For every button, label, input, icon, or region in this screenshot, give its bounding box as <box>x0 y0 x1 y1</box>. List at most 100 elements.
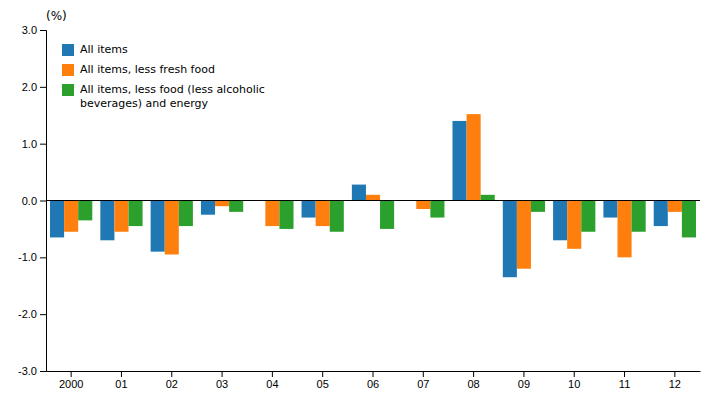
tick: -1.0 <box>18 251 46 263</box>
tick-label: -1.0 <box>18 251 37 263</box>
bar <box>78 201 92 221</box>
legend: All items All items, less fresh food All i… <box>54 36 273 120</box>
zero-line <box>46 200 700 201</box>
tick-label: 2000 <box>59 378 83 390</box>
axis-line <box>40 31 47 372</box>
tick-label: 08 <box>467 378 479 390</box>
tick-label: 09 <box>518 378 530 390</box>
bar-series <box>50 121 668 277</box>
tick-label: 04 <box>266 378 278 390</box>
tick-mark <box>272 371 273 377</box>
legend-swatch <box>62 44 74 56</box>
tick: 04 <box>266 371 278 390</box>
tick-mark <box>40 371 46 372</box>
bar <box>567 201 581 249</box>
bar <box>151 201 165 252</box>
tick-label: 1.0 <box>22 138 37 150</box>
bar <box>682 201 696 238</box>
bar <box>481 195 495 201</box>
bar <box>531 201 545 212</box>
bar <box>517 201 531 269</box>
plot: -3.0 -2.0 -1.0 0.0 1.0 2.0 3.0 2000 01 02 03 04 05 06… <box>18 24 700 390</box>
y-axis: -3.0 -2.0 -1.0 0.0 1.0 2.0 3.0 <box>18 24 46 377</box>
tick-mark <box>523 371 524 377</box>
tick-label: 11 <box>619 378 630 390</box>
tick: 11 <box>619 371 630 390</box>
bar <box>302 201 316 218</box>
tick-mark <box>40 144 46 145</box>
tick-mark <box>574 371 575 377</box>
bar <box>553 201 567 241</box>
tick-mark <box>40 314 46 315</box>
tick-mark <box>40 201 46 202</box>
tick-mark <box>473 371 474 377</box>
tick: 03 <box>216 371 228 390</box>
bar <box>229 201 243 212</box>
bar <box>352 185 366 201</box>
tick: 09 <box>518 371 530 390</box>
tick: 05 <box>317 371 329 390</box>
tick-label: 0.0 <box>22 195 37 207</box>
bar-series <box>64 114 682 269</box>
bar <box>330 201 344 232</box>
tick-mark <box>71 371 72 377</box>
bar <box>467 114 481 200</box>
tick-mark <box>674 371 675 377</box>
tick-label: -3.0 <box>18 365 37 377</box>
legend-label: All items, less food (less alcoholicbeve… <box>80 83 265 110</box>
tick: -3.0 <box>18 365 46 377</box>
tick: -2.0 <box>18 308 46 320</box>
tick: 1.0 <box>22 138 46 150</box>
tick: 2000 <box>59 371 83 390</box>
bar <box>603 201 617 218</box>
tick-label: 07 <box>417 378 429 390</box>
bar <box>380 201 394 229</box>
tick: 07 <box>417 371 429 390</box>
legend-item: All items, less fresh food <box>62 63 215 76</box>
tick-mark <box>624 371 625 377</box>
bar <box>100 201 114 241</box>
bar <box>50 201 64 238</box>
tick: 06 <box>367 371 379 390</box>
bar <box>165 201 179 255</box>
bar <box>114 201 128 232</box>
legend-swatch <box>62 84 74 96</box>
tick-label: 10 <box>568 378 580 390</box>
tick-label: 03 <box>216 378 228 390</box>
tick: 08 <box>467 371 479 390</box>
bar <box>279 201 293 229</box>
bar <box>632 201 646 232</box>
tick-mark <box>373 371 374 377</box>
tick-mark <box>40 87 46 88</box>
legend-label: All items <box>80 43 128 56</box>
tick-label: -2.0 <box>18 308 37 320</box>
legend-item: All items <box>62 43 128 56</box>
tick-mark <box>222 371 223 377</box>
bar <box>617 201 631 258</box>
tick-label: 05 <box>317 378 329 390</box>
y-label: (%) <box>46 9 67 23</box>
tick: 02 <box>166 371 178 390</box>
tick-mark <box>423 371 424 377</box>
tick: 2.0 <box>22 81 46 93</box>
bar <box>179 201 193 227</box>
x-axis: 2000010203040506070809101112 <box>47 371 701 390</box>
tick-label: 01 <box>115 378 127 390</box>
tick-mark <box>322 371 323 377</box>
tick-label: 06 <box>367 378 379 390</box>
tick-mark <box>171 371 172 377</box>
bar <box>265 201 279 227</box>
legend-label: All items, less fresh food <box>80 63 215 76</box>
legend-background <box>54 36 273 120</box>
bar-series <box>78 195 696 238</box>
bar <box>129 201 143 227</box>
bars <box>50 114 696 277</box>
tick: 01 <box>115 371 127 390</box>
legend-item: All items, less food (less alcoholicbeve… <box>62 83 265 110</box>
tick: 3.0 <box>22 24 46 36</box>
bar <box>452 121 466 201</box>
tick: 0.0 <box>22 195 46 207</box>
tick-mark <box>121 371 122 377</box>
bar <box>215 201 229 207</box>
bar <box>581 201 595 232</box>
